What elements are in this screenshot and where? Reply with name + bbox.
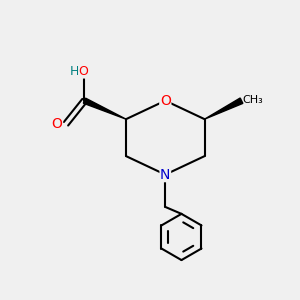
Text: O: O: [78, 65, 88, 78]
Text: H: H: [69, 65, 79, 78]
Text: O: O: [160, 94, 171, 108]
Text: CH₃: CH₃: [243, 94, 263, 104]
Polygon shape: [83, 98, 126, 119]
Polygon shape: [205, 98, 243, 119]
Text: N: N: [160, 168, 170, 182]
Text: O: O: [52, 117, 62, 131]
